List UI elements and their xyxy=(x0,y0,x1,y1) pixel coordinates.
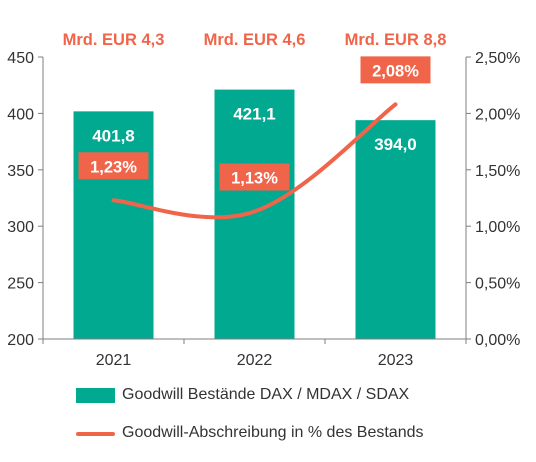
rate-value-label: 2,08% xyxy=(372,62,419,80)
bar-value-label: 421,1 xyxy=(233,105,276,124)
impairment-rate-line xyxy=(111,102,398,220)
legend-line-swatch xyxy=(76,432,115,436)
left-axis-tick-label: 200 xyxy=(7,332,34,349)
legend-bar-swatch xyxy=(76,388,115,403)
rate-label-box xyxy=(360,56,431,84)
legend-label-goodwill-stock: Goodwill Bestände DAX / MDAX / SDAX xyxy=(122,386,410,403)
right-axis-tick-label: 2,00% xyxy=(475,106,520,123)
rate-label-box xyxy=(219,163,290,191)
impairment-amount-annotation: Mrd. EUR 4,3 xyxy=(63,31,165,49)
bar-2022 xyxy=(214,89,295,339)
bar-2021 xyxy=(73,111,154,339)
rate-label-box xyxy=(78,152,149,180)
combo-chart: 401,8 421,1 394,0 200 250 300 350 400 450 0,00% 0,… xyxy=(7,31,520,369)
rate-value-label: 1,23% xyxy=(90,158,137,176)
right-axis-tick-label: 1,50% xyxy=(475,163,520,180)
left-axis-tick-label: 450 xyxy=(7,50,34,67)
x-axis-tick-label: 2022 xyxy=(237,352,273,369)
right-axis-tick-label: 1,00% xyxy=(475,219,520,236)
bar-value-label: 394,0 xyxy=(374,135,417,154)
impairment-amount-annotation: Mrd. EUR 8,8 xyxy=(345,31,447,49)
left-axis-tick-label: 350 xyxy=(7,163,34,180)
legend-label-impairment-rate: Goodwill-Abschreibung in % des Bestands xyxy=(122,424,424,441)
left-axis-tick-label: 400 xyxy=(7,106,34,123)
bar-value-label: 401,8 xyxy=(92,126,135,145)
x-axis-tick-label: 2023 xyxy=(378,352,414,369)
right-axis-tick-label: 0,00% xyxy=(475,332,520,349)
bar-2023 xyxy=(355,120,436,339)
right-axis-tick-label: 0,50% xyxy=(475,276,520,293)
impairment-amount-annotation: Mrd. EUR 4,6 xyxy=(204,31,306,49)
right-axis-tick-label: 2,50% xyxy=(475,50,520,67)
left-axis-tick-label: 250 xyxy=(7,276,34,293)
left-axis-tick-label: 300 xyxy=(7,219,34,236)
x-axis-tick-label: 2021 xyxy=(96,352,132,369)
rate-value-label: 1,13% xyxy=(231,170,278,188)
